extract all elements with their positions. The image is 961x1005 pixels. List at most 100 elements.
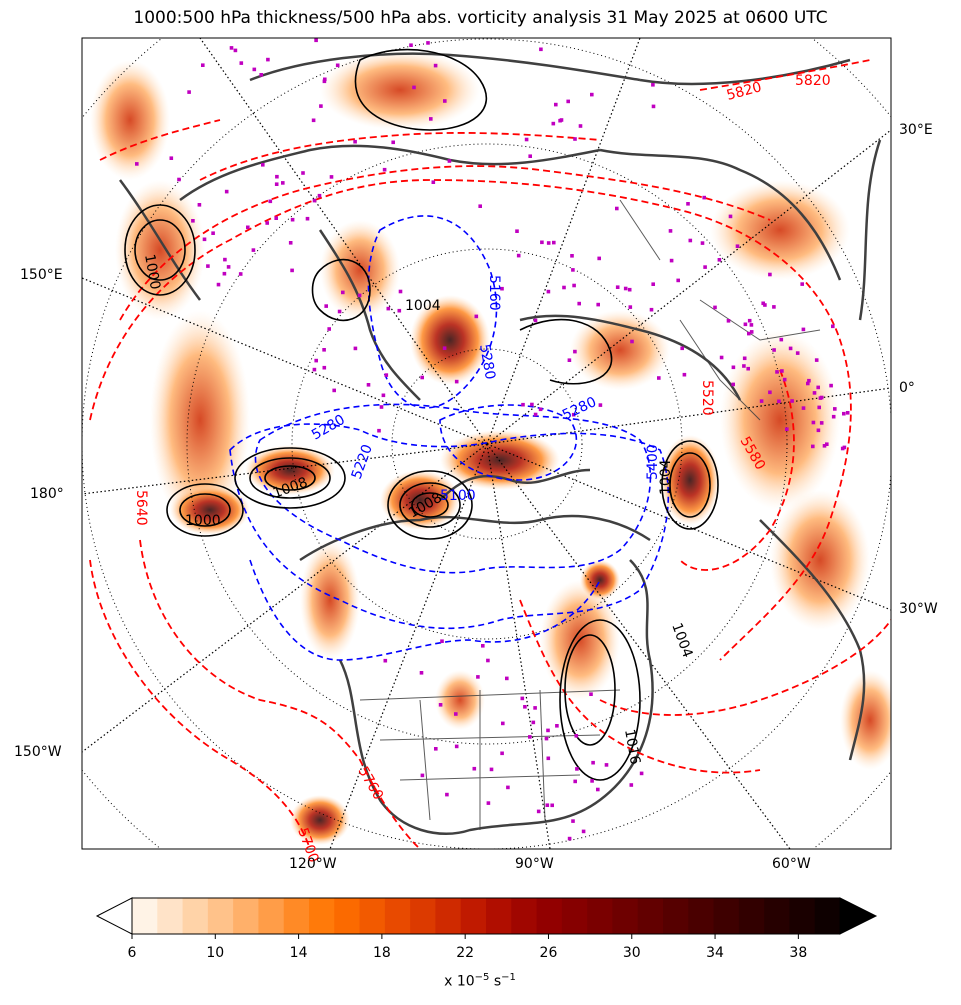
station-marker bbox=[735, 244, 740, 248]
station-marker bbox=[840, 446, 845, 451]
station-marker bbox=[772, 348, 776, 352]
colorbar-swatch bbox=[309, 898, 335, 934]
station-marker bbox=[743, 322, 748, 327]
station-marker bbox=[420, 773, 425, 778]
station-marker bbox=[472, 766, 477, 771]
station-marker bbox=[536, 809, 541, 814]
station-marker bbox=[274, 182, 279, 186]
station-marker bbox=[649, 307, 654, 312]
station-marker bbox=[311, 118, 316, 123]
station-marker bbox=[533, 318, 538, 323]
station-marker bbox=[550, 803, 554, 808]
station-marker bbox=[775, 370, 779, 374]
station-marker bbox=[386, 306, 391, 311]
station-marker bbox=[552, 240, 556, 245]
station-marker bbox=[604, 763, 609, 767]
station-marker bbox=[322, 365, 327, 370]
colorbar-swatch bbox=[334, 898, 361, 934]
station-marker bbox=[742, 364, 746, 368]
lon-label-120w: 120°W bbox=[289, 856, 337, 872]
station-marker bbox=[383, 658, 388, 663]
station-marker bbox=[353, 346, 358, 351]
station-marker bbox=[261, 163, 265, 167]
station-marker bbox=[749, 330, 754, 334]
station-marker bbox=[811, 420, 816, 425]
station-marker bbox=[749, 323, 754, 327]
station-marker bbox=[238, 272, 243, 276]
colorbar-swatch bbox=[486, 898, 512, 934]
station-marker bbox=[419, 671, 424, 675]
thickness-warm-contours bbox=[89, 59, 891, 849]
latitude-graticule bbox=[82, 38, 891, 849]
station-marker bbox=[807, 378, 811, 383]
colorbar-swatch bbox=[283, 898, 310, 934]
station-marker bbox=[335, 63, 340, 68]
contour-label-thickness: 5640 bbox=[133, 490, 149, 526]
station-marker bbox=[312, 367, 317, 372]
station-marker bbox=[772, 305, 776, 309]
colorbar-swatch bbox=[384, 898, 411, 934]
station-marker bbox=[759, 399, 764, 403]
station-marker bbox=[516, 253, 521, 258]
colorbar-swatch bbox=[688, 898, 715, 934]
station-marker bbox=[301, 171, 305, 175]
station-marker bbox=[768, 272, 772, 277]
station-marker bbox=[545, 803, 550, 807]
station-marker bbox=[829, 383, 833, 388]
contour-label-pressure: 1004 bbox=[405, 298, 441, 314]
colorbar-swatches bbox=[132, 898, 841, 934]
station-marker bbox=[431, 180, 436, 184]
station-marker bbox=[281, 181, 285, 185]
station-marker bbox=[353, 139, 357, 144]
units-exponent-2: −1 bbox=[501, 972, 516, 983]
colorbar-frame bbox=[131, 897, 841, 935]
station-marker bbox=[590, 779, 594, 783]
station-marker bbox=[332, 388, 336, 393]
station-marker bbox=[478, 204, 482, 208]
station-marker bbox=[831, 324, 835, 329]
station-marker bbox=[573, 137, 577, 141]
station-marker bbox=[429, 117, 433, 121]
station-marker bbox=[819, 421, 824, 425]
colorbar-extend-high bbox=[839, 897, 878, 935]
station-marker bbox=[573, 779, 577, 784]
station-marker bbox=[233, 48, 238, 53]
station-marker bbox=[201, 63, 205, 67]
colorbar-swatch bbox=[182, 898, 209, 934]
station-marker bbox=[317, 193, 322, 198]
station-marker bbox=[546, 756, 551, 761]
station-marker bbox=[384, 373, 389, 377]
plot-frame bbox=[81, 37, 892, 850]
station-marker bbox=[443, 99, 447, 103]
station-marker bbox=[506, 785, 510, 790]
station-marker bbox=[445, 792, 449, 797]
station-marker bbox=[398, 289, 403, 294]
colorbar-swatch bbox=[713, 898, 740, 934]
colorbar-tick-label: 30 bbox=[622, 945, 641, 961]
lon-label-0: 0° bbox=[899, 380, 915, 396]
station-marker bbox=[223, 257, 227, 262]
station-marker bbox=[819, 395, 824, 400]
station-marker bbox=[816, 385, 820, 390]
station-marker bbox=[779, 337, 784, 342]
colorbar-tick-label: 26 bbox=[539, 945, 558, 961]
station-marker bbox=[366, 383, 371, 387]
station-marker bbox=[575, 767, 579, 771]
colorbar-extend-low bbox=[95, 897, 133, 935]
station-marker bbox=[211, 231, 215, 235]
station-marker bbox=[433, 63, 438, 68]
station-marker bbox=[426, 41, 430, 45]
contour-label-thickness: 5100 bbox=[440, 488, 476, 504]
station-marker bbox=[742, 356, 747, 361]
station-marker bbox=[831, 414, 836, 419]
units-suffix: s bbox=[489, 973, 502, 990]
station-marker bbox=[202, 237, 207, 242]
station-marker bbox=[790, 399, 794, 403]
station-marker bbox=[341, 290, 345, 295]
station-marker bbox=[476, 675, 480, 679]
colorbar-swatch bbox=[637, 898, 664, 934]
station-marker bbox=[397, 308, 402, 313]
station-marker bbox=[573, 349, 577, 354]
station-marker bbox=[438, 703, 443, 707]
station-marker bbox=[651, 282, 655, 286]
